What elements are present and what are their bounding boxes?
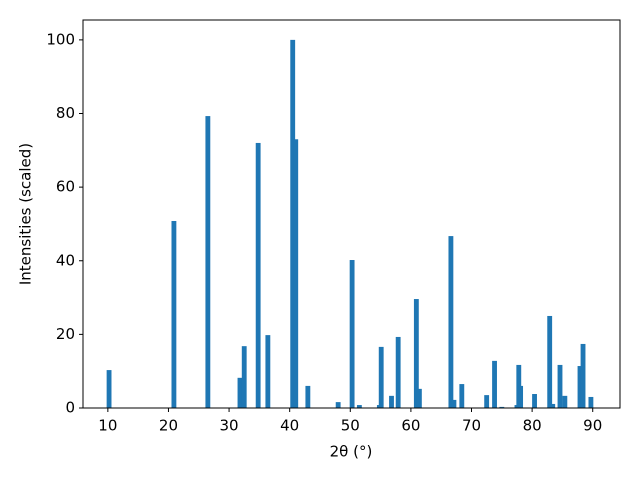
bar bbox=[518, 385, 524, 408]
bar bbox=[335, 402, 341, 408]
x-tick-label: 10 bbox=[98, 417, 117, 435]
bar bbox=[305, 385, 311, 408]
x-tick-label: 70 bbox=[462, 417, 481, 435]
bar bbox=[484, 395, 490, 408]
bar bbox=[237, 377, 243, 408]
bar bbox=[106, 370, 112, 408]
y-tick-label: 80 bbox=[56, 104, 75, 122]
bar bbox=[451, 399, 457, 408]
x-tick-label: 40 bbox=[280, 417, 299, 435]
bar bbox=[562, 395, 568, 408]
x-axis-label: 2θ (°) bbox=[330, 443, 373, 461]
x-tick-label: 20 bbox=[159, 417, 178, 435]
bar bbox=[356, 405, 362, 408]
x-tick-label: 30 bbox=[220, 417, 239, 435]
y-tick-label: 100 bbox=[46, 30, 75, 48]
x-tick-label: 80 bbox=[523, 417, 542, 435]
plot-frame bbox=[82, 19, 621, 409]
bar bbox=[588, 396, 594, 408]
bar bbox=[547, 315, 553, 408]
bar bbox=[290, 39, 296, 408]
bar bbox=[293, 139, 299, 408]
bar bbox=[255, 142, 261, 408]
bar bbox=[378, 346, 384, 408]
bar bbox=[413, 299, 419, 408]
bar bbox=[532, 394, 537, 408]
bar bbox=[499, 406, 505, 408]
bar bbox=[448, 236, 454, 408]
bar bbox=[459, 384, 465, 408]
bar bbox=[389, 395, 394, 408]
y-axis-label: Intensities (scaled) bbox=[17, 143, 35, 285]
y-tick-label: 60 bbox=[56, 178, 75, 196]
bar bbox=[557, 364, 563, 408]
y-tick-label: 0 bbox=[65, 399, 75, 417]
bar bbox=[349, 260, 355, 408]
x-tick-label: 50 bbox=[341, 417, 360, 435]
bar bbox=[265, 335, 271, 408]
bar bbox=[580, 343, 586, 408]
bar bbox=[577, 366, 583, 408]
y-tick-label: 40 bbox=[56, 251, 75, 269]
bar bbox=[550, 403, 556, 408]
bar bbox=[241, 346, 247, 408]
x-tick-label: 60 bbox=[401, 417, 420, 435]
x-tick-label: 90 bbox=[583, 417, 602, 435]
bar bbox=[395, 336, 401, 408]
bar bbox=[205, 116, 211, 408]
bar bbox=[492, 360, 497, 408]
bar bbox=[416, 388, 422, 408]
bar bbox=[171, 220, 177, 408]
y-tick-label: 20 bbox=[56, 325, 75, 343]
